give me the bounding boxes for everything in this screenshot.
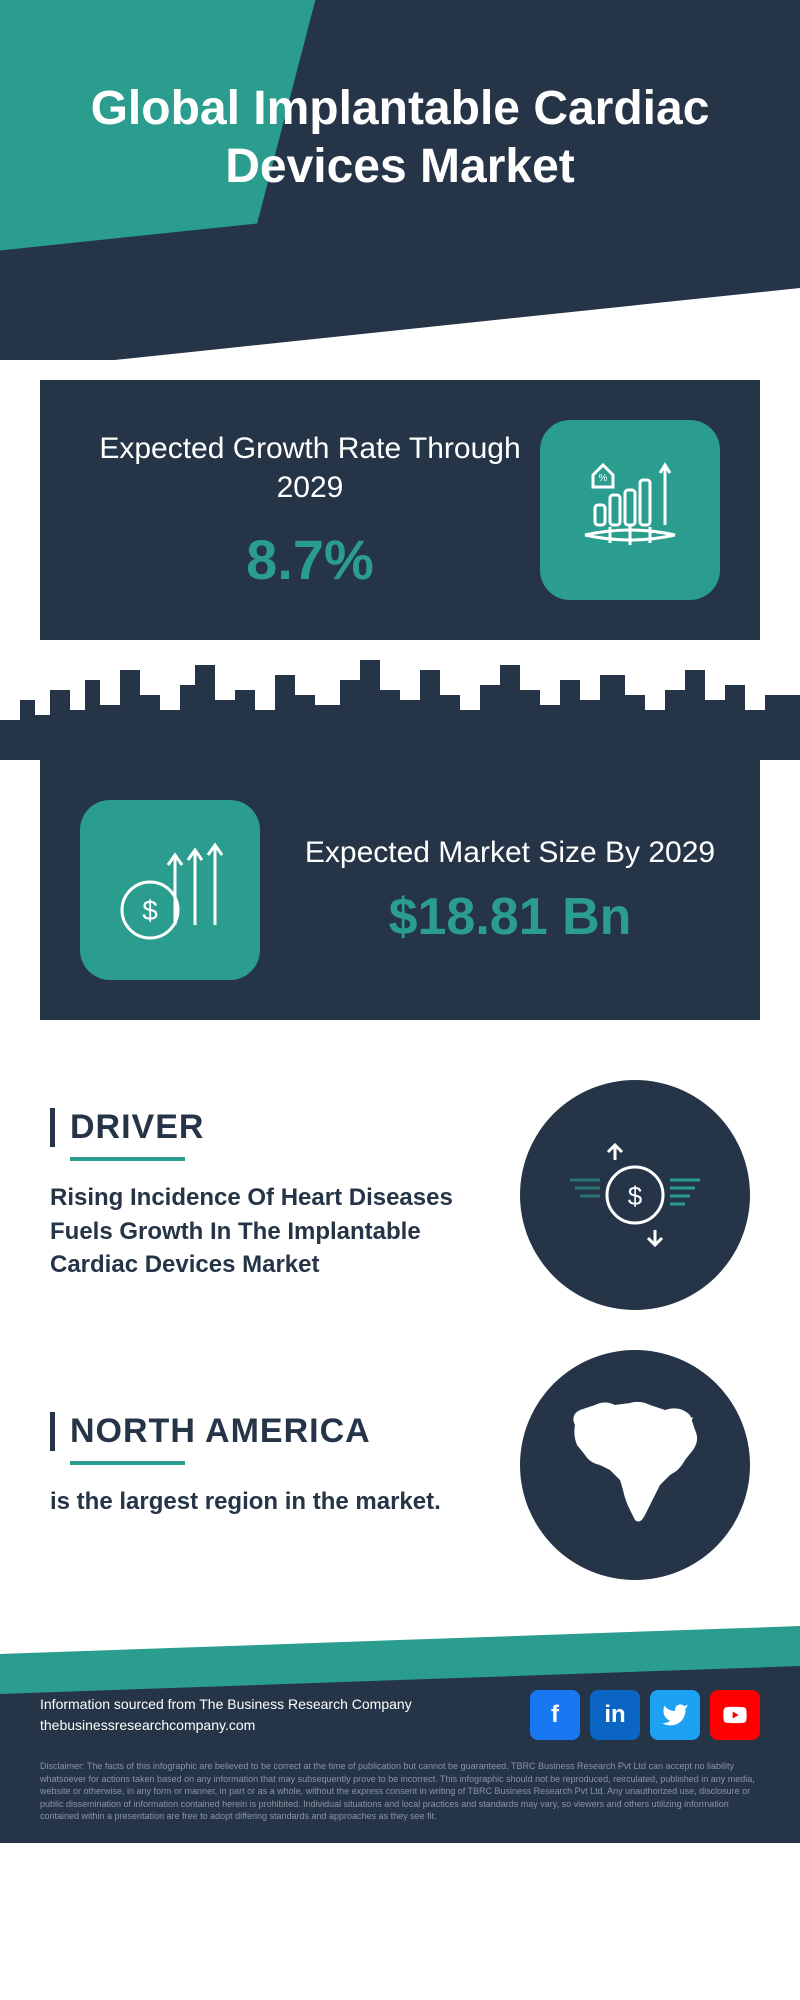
youtube-icon[interactable] [710,1690,760,1740]
twitter-icon[interactable] [650,1690,700,1740]
market-size-text: Expected Market Size By 2029 $18.81 Bn [300,833,720,947]
header: Global Implantable Cardiac Devices Marke… [0,0,800,360]
svg-text:$: $ [628,1181,643,1211]
region-section: NORTH AMERICA is the largest region in t… [50,1350,750,1580]
facebook-icon[interactable]: f [530,1690,580,1740]
north-america-map-icon [520,1350,750,1580]
footer-accent-shape [0,1626,800,1694]
footer-content: Information sourced from The Business Re… [40,1690,760,1740]
market-size-value: $18.81 Bn [300,887,720,947]
svg-text:%: % [599,473,608,484]
growth-chart-icon: % [540,420,720,600]
social-icons: f in [530,1690,760,1740]
driver-text: DRIVER Rising Incidence Of Heart Disease… [50,1108,480,1282]
linkedin-icon[interactable]: in [590,1690,640,1740]
market-size-panel: $ Expected Market Size By 2029 $18.81 Bn [40,760,760,1020]
dollar-arrows-icon: $ [80,800,260,980]
region-underline [70,1461,185,1465]
svg-text:$: $ [142,895,158,926]
dollar-cycle-icon: $ [520,1080,750,1310]
growth-rate-label: Expected Growth Rate Through 2029 [80,429,540,507]
growth-rate-value: 8.7% [80,527,540,592]
region-heading: NORTH AMERICA [50,1412,480,1451]
driver-heading: DRIVER [50,1108,480,1147]
driver-body: Rising Incidence Of Heart Diseases Fuels… [50,1181,480,1282]
page-title: Global Implantable Cardiac Devices Marke… [0,80,800,195]
driver-section: DRIVER Rising Incidence Of Heart Disease… [50,1080,750,1310]
source-line-2: thebusinessresearchcompany.com [40,1715,412,1736]
footer-source: Information sourced from The Business Re… [40,1694,412,1736]
region-body: is the largest region in the market. [50,1485,480,1519]
skyline-divider [0,640,800,760]
region-text: NORTH AMERICA is the largest region in t… [50,1412,480,1519]
market-size-label: Expected Market Size By 2029 [300,833,720,872]
disclaimer-text: Disclaimer: The facts of this infographi… [40,1760,760,1823]
growth-rate-text: Expected Growth Rate Through 2029 8.7% [80,429,540,592]
footer: Information sourced from The Business Re… [0,1660,800,1843]
driver-underline [70,1157,185,1161]
source-line-1: Information sourced from The Business Re… [40,1694,412,1715]
growth-rate-panel: Expected Growth Rate Through 2029 8.7% % [40,380,760,640]
